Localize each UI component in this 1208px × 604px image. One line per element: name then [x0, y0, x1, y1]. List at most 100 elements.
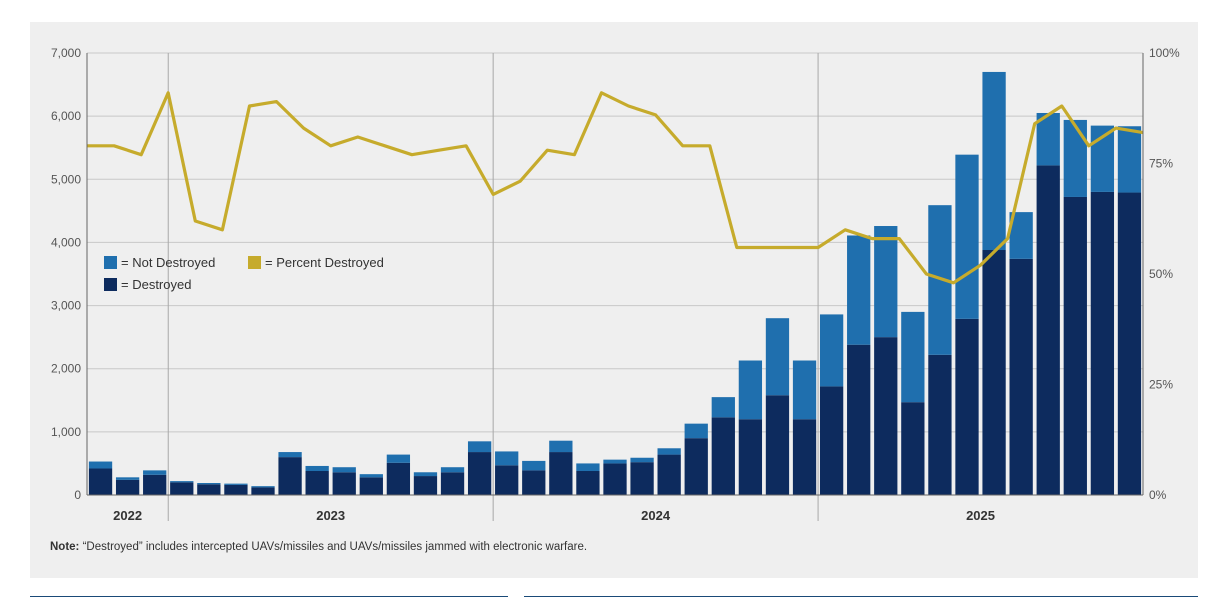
- bar-destroyed: [1036, 165, 1060, 495]
- legend-swatch-destroyed: [104, 278, 117, 291]
- bar-not-destroyed: [251, 486, 275, 488]
- axes: [86, 53, 1144, 496]
- bar-not-destroyed: [1009, 212, 1033, 259]
- bar-not-destroyed: [955, 154, 979, 319]
- percent-destroyed-point: [952, 282, 954, 284]
- percent-destroyed-point: [194, 220, 196, 222]
- bar-not-destroyed: [576, 463, 600, 472]
- bar-destroyed: [711, 417, 735, 495]
- percent-destroyed-point: [1034, 123, 1036, 125]
- percent-destroyed-point: [465, 145, 467, 147]
- bar-destroyed: [847, 344, 871, 495]
- bar-destroyed: [251, 487, 275, 495]
- bar-destroyed: [603, 463, 627, 495]
- y-left-tick-label: 0: [74, 488, 81, 502]
- y-right-tick-label: 25%: [1149, 378, 1173, 392]
- percent-destroyed-point: [330, 145, 332, 147]
- bar-destroyed: [955, 318, 979, 495]
- bar-not-destroyed: [901, 311, 925, 403]
- percent-destroyed-point: [980, 264, 982, 266]
- bar-destroyed: [1117, 192, 1142, 495]
- percent-destroyed-point: [1088, 145, 1090, 147]
- year-label: 2025: [966, 508, 995, 523]
- bar-not-destroyed: [738, 360, 763, 420]
- y-left-tick-label: 2,000: [51, 362, 81, 376]
- bar-destroyed: [928, 354, 952, 495]
- percent-destroyed-point: [384, 145, 386, 147]
- percent-destroyed-point: [546, 149, 548, 151]
- bar-not-destroyed: [630, 457, 654, 463]
- bar-not-destroyed: [711, 397, 735, 418]
- bar-destroyed: [901, 402, 925, 495]
- bar-destroyed: [522, 470, 546, 495]
- bar-not-destroyed: [88, 461, 113, 469]
- y-left-tick-label: 6,000: [51, 109, 81, 123]
- bar-destroyed: [792, 419, 817, 495]
- bar-not-destroyed: [819, 314, 844, 387]
- percent-destroyed-point: [600, 92, 602, 94]
- bar-not-destroyed: [224, 483, 248, 485]
- y-right-tick-label: 50%: [1149, 267, 1173, 281]
- bar-destroyed: [765, 395, 790, 495]
- bar-destroyed: [332, 472, 356, 495]
- bar-not-destroyed: [332, 467, 356, 473]
- legend-label-not-destroyed: = Not Destroyed: [121, 255, 215, 270]
- bar-destroyed: [440, 472, 465, 495]
- note-text: “Destroyed” includes intercepted UAVs/mi…: [82, 541, 588, 553]
- bar-destroyed: [1090, 191, 1115, 495]
- percent-destroyed-point: [844, 229, 846, 231]
- legend-swatch-percent-destroyed: [248, 256, 261, 269]
- bar-not-destroyed: [386, 454, 411, 463]
- bar-destroyed: [305, 471, 329, 495]
- bar-not-destroyed: [1036, 112, 1060, 166]
- percent-destroyed-point: [1007, 238, 1009, 240]
- percent-destroyed-point: [221, 229, 223, 231]
- percent-destroyed-point: [1115, 127, 1117, 129]
- gridlines: [87, 52, 1143, 433]
- bar-not-destroyed: [982, 71, 1006, 251]
- bar-not-destroyed: [467, 441, 492, 453]
- bar-not-destroyed: [413, 472, 438, 477]
- bar-destroyed: [874, 337, 898, 495]
- bar-not-destroyed: [115, 477, 140, 480]
- bar-not-destroyed: [522, 460, 546, 471]
- bar-not-destroyed: [874, 226, 898, 338]
- bar-destroyed: [819, 386, 844, 495]
- percent-destroyed-point: [438, 149, 440, 151]
- percent-destroyed-point: [763, 246, 765, 248]
- bar-not-destroyed: [792, 360, 817, 420]
- bar-not-destroyed: [440, 467, 465, 473]
- legend-label-destroyed: = Destroyed: [121, 277, 191, 292]
- bar-destroyed: [576, 471, 600, 495]
- bar-destroyed: [1009, 258, 1033, 495]
- legend-swatch-not-destroyed: [104, 256, 117, 269]
- percent-destroyed-point: [167, 92, 169, 94]
- bottom-rule-right: [524, 596, 1198, 597]
- year-dividers: [167, 53, 819, 521]
- bar-not-destroyed: [549, 440, 573, 453]
- bar-not-destroyed: [495, 451, 519, 466]
- year-label: 2022: [113, 508, 142, 523]
- y-right-tick-label: 0%: [1149, 488, 1167, 502]
- bar-not-destroyed: [603, 459, 627, 464]
- chart: 0 1,000 2,000 3,000 4,000 5,000 6,000 7,000 0% 25…: [51, 46, 1180, 523]
- bar-destroyed: [738, 419, 763, 495]
- tick-labels: 0 1,000 2,000 3,000 4,000 5,000 6,000 7,000 0% 25…: [51, 46, 1180, 523]
- y-right-tick-label: 100%: [1149, 46, 1180, 60]
- y-left-tick-label: 7,000: [51, 46, 81, 60]
- chart-note: Note: “Destroyed” includes intercepted U…: [50, 541, 587, 553]
- chart-panel: 0 1,000 2,000 3,000 4,000 5,000 6,000 7,000 0% 25…: [30, 22, 1198, 578]
- percent-destroyed-point: [411, 154, 413, 156]
- bar-destroyed: [684, 438, 708, 495]
- bar-destroyed: [359, 477, 383, 495]
- percent-destroyed-point: [113, 145, 115, 147]
- bar-not-destroyed: [847, 235, 871, 345]
- percent-destroyed-line: [87, 91, 1144, 285]
- percent-destroyed-point: [573, 154, 575, 156]
- bar-destroyed: [982, 250, 1006, 495]
- percent-destroyed-point: [140, 154, 142, 156]
- bar-destroyed: [197, 484, 221, 495]
- percent-destroyed-point: [925, 273, 927, 275]
- percent-destroyed-point: [519, 180, 521, 182]
- percent-destroyed-point: [303, 127, 305, 129]
